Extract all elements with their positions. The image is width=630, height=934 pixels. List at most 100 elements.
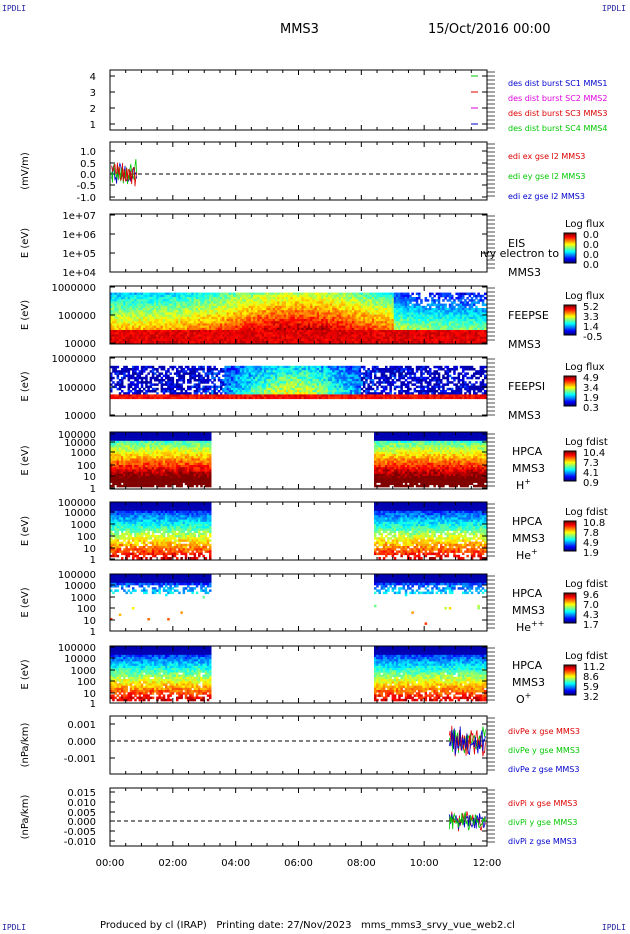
heatmap-cell	[264, 332, 267, 335]
heatmap-cell	[134, 327, 137, 331]
heatmap-cell	[169, 327, 172, 331]
heatmap-cell	[162, 305, 166, 309]
heatmap-cell	[178, 387, 181, 391]
heatmap-cell	[220, 303, 223, 307]
heatmap-cell	[237, 297, 241, 300]
heatmap-cell	[268, 336, 271, 340]
heatmap-cell	[136, 299, 139, 302]
heatmap-cell	[396, 330, 399, 333]
spacecraft-label: MMS3	[508, 266, 541, 279]
heatmap-cell	[162, 365, 166, 369]
heatmap-cell	[167, 385, 170, 389]
heatmap-cell	[341, 314, 344, 318]
heatmap-cell	[233, 327, 236, 331]
heatmap-cell	[136, 327, 139, 331]
heatmap-cell	[334, 334, 337, 337]
heatmap-cell	[213, 327, 216, 331]
heatmap-cell	[257, 292, 260, 296]
heatmap-cell	[396, 325, 399, 329]
heatmap-cell	[226, 323, 230, 326]
heatmap-cell	[470, 330, 474, 333]
heatmap-cell	[257, 332, 260, 335]
heatmap-cell	[206, 332, 210, 335]
colorbar-cell	[564, 321, 576, 323]
heatmap-cell	[400, 297, 403, 300]
heatmap-cell	[149, 294, 153, 298]
heatmap-cell	[191, 321, 194, 324]
heatmap-cell	[202, 316, 205, 320]
heatmap-cell	[255, 341, 258, 344]
heatmap-cell	[270, 336, 274, 340]
heatmap-cell	[358, 312, 362, 315]
heatmap-cell	[433, 341, 436, 344]
heatmap-cell	[198, 314, 201, 318]
heatmap-cell	[275, 316, 278, 320]
heatmap-cell	[473, 323, 476, 326]
heatmap-cell	[149, 379, 153, 382]
heatmap-cell	[389, 308, 392, 311]
heatmap-cell	[345, 308, 348, 311]
heatmap-cell	[176, 325, 179, 329]
heatmap-cell	[464, 327, 467, 331]
heatmap-cell	[462, 294, 465, 298]
heatmap-cell	[165, 305, 168, 309]
heatmap-cell	[209, 299, 212, 302]
heatmap-cell	[398, 294, 401, 298]
colorbar-cell	[564, 328, 576, 330]
heatmap-cell	[321, 321, 324, 324]
heatmap-cell	[400, 330, 403, 333]
heatmap-cell	[316, 327, 320, 331]
heatmap-cell	[413, 305, 417, 309]
heatmap-cell	[270, 330, 274, 333]
heatmap-cell	[239, 299, 243, 302]
heatmap-cell	[112, 396, 115, 400]
heatmap-cell	[257, 310, 260, 313]
heatmap-cell	[198, 376, 201, 380]
heatmap-cell	[341, 312, 344, 315]
heatmap-cell	[167, 334, 170, 337]
heatmap-cell	[391, 338, 395, 342]
heatmap-cell	[338, 303, 342, 307]
heatmap-cell	[173, 330, 177, 333]
heatmap-cell	[178, 334, 181, 337]
heatmap-cell	[189, 368, 192, 371]
heatmap-cell	[319, 332, 322, 335]
colorbar-cell	[564, 315, 576, 317]
heatmap-cell	[382, 327, 386, 331]
heatmap-cell	[116, 305, 120, 309]
heatmap-cell	[154, 308, 157, 311]
heatmap-cell	[404, 301, 408, 304]
heatmap-cell	[182, 292, 186, 296]
heatmap-cell	[301, 321, 304, 324]
heatmap-cell	[426, 323, 430, 326]
heatmap-cell	[380, 321, 384, 324]
heatmap-cell	[158, 314, 161, 318]
heatmap-cell	[209, 319, 212, 322]
heatmap-cell	[261, 321, 265, 324]
heatmap-cell	[446, 341, 450, 344]
heatmap-cell	[129, 312, 133, 315]
heatmap-cell	[248, 332, 252, 335]
heatmap-cell	[228, 292, 232, 296]
heatmap-cell	[167, 338, 170, 342]
heatmap-cell	[237, 365, 241, 369]
heatmap-cell	[171, 321, 175, 324]
heatmap-cell	[440, 310, 443, 313]
heatmap-cell	[134, 392, 137, 395]
heatmap-cell	[156, 310, 159, 313]
y-axis-label: (mV/m)	[20, 152, 31, 190]
heatmap-cell	[211, 385, 214, 389]
heatmap-cell	[336, 310, 340, 313]
heatmap-cell	[387, 305, 390, 309]
heatmap-cell	[393, 294, 397, 298]
heatmap-cell	[180, 383, 183, 386]
heatmap-cell	[182, 374, 186, 378]
heatmap-cell	[191, 303, 194, 307]
heatmap-cell	[264, 338, 267, 342]
heatmap-cell	[358, 334, 362, 337]
heatmap-cell	[151, 316, 155, 320]
heatmap-cell	[435, 299, 439, 302]
heatmap-cell	[468, 316, 472, 320]
heatmap-cell	[426, 325, 430, 329]
heatmap-cell	[193, 321, 197, 324]
